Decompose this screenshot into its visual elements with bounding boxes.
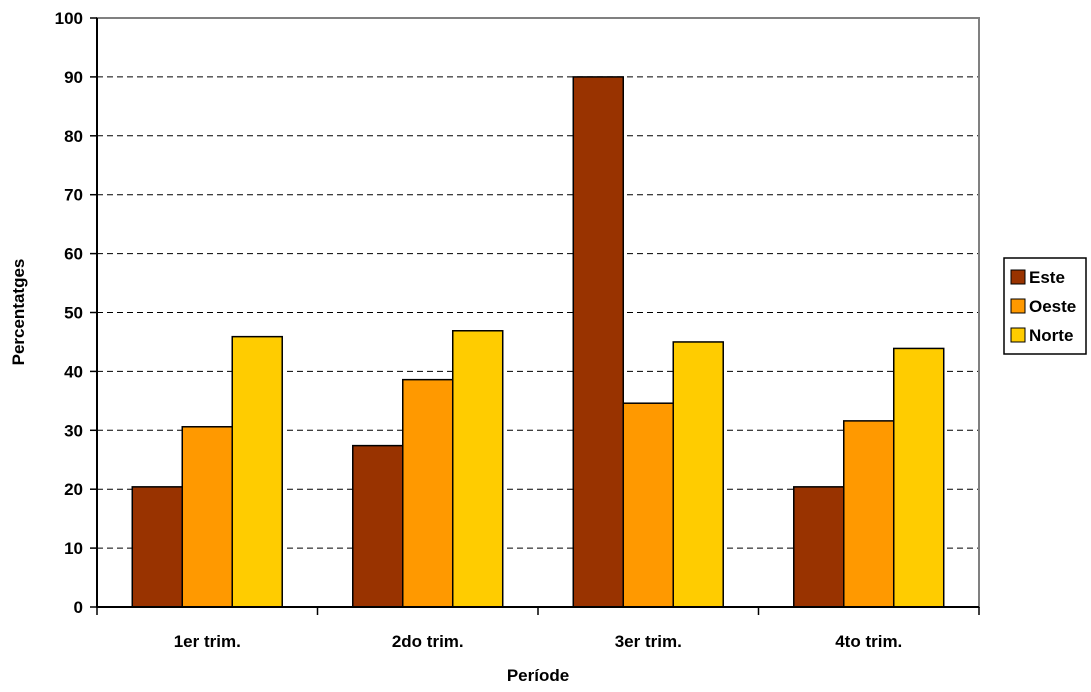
x-axis-ticks: 1er trim. 2do trim. 3er trim. 4to trim.	[96, 607, 980, 651]
x-tick-label: 1er trim.	[174, 632, 241, 651]
legend-swatch-norte	[1010, 327, 1026, 343]
x-tick-label: 2do trim.	[392, 632, 464, 651]
bar-oeste-1	[181, 426, 233, 608]
bar-oeste-3	[622, 402, 674, 608]
legend-label-oeste: Oeste	[1029, 297, 1076, 316]
y-tick-label: 90	[64, 68, 83, 87]
legend: Este Oeste Norte	[1003, 257, 1087, 355]
bar-este-3	[572, 76, 625, 608]
x-axis-title: Període	[507, 666, 569, 685]
x-tick-label: 4to trim.	[835, 632, 902, 651]
bar-norte-2	[451, 330, 504, 608]
legend-swatch-este	[1010, 269, 1026, 285]
bar-norte-3	[672, 341, 724, 608]
y-tick-label: 40	[64, 362, 83, 381]
legend-swatch-oeste	[1010, 298, 1026, 314]
y-tick-label: 20	[64, 480, 83, 499]
x-tick-label: 3er trim.	[615, 632, 682, 651]
bar-norte-4	[892, 347, 945, 608]
bar-este-4	[793, 486, 845, 608]
y-tick-label: 70	[64, 186, 83, 205]
legend-label-este: Este	[1029, 268, 1065, 287]
y-tick-label: 50	[64, 304, 83, 323]
bar-oeste-4	[843, 420, 895, 608]
y-tick-label: 0	[74, 598, 83, 617]
y-tick-label: 10	[64, 539, 83, 558]
bar-oeste-2	[402, 378, 454, 608]
bar-norte-1	[231, 335, 283, 608]
y-axis-title: Percentatges	[9, 259, 28, 366]
y-tick-label: 80	[64, 127, 83, 146]
y-tick-label: 100	[55, 9, 83, 28]
y-tick-label: 30	[64, 421, 83, 440]
bars	[131, 76, 945, 608]
bar-este-2	[352, 444, 404, 608]
legend-label-norte: Norte	[1029, 326, 1073, 345]
bar-este-1	[131, 486, 184, 608]
y-axis-ticks: 0 10 20 30 40 50 60 70 80 90 100	[55, 9, 97, 617]
y-tick-label: 60	[64, 245, 83, 264]
